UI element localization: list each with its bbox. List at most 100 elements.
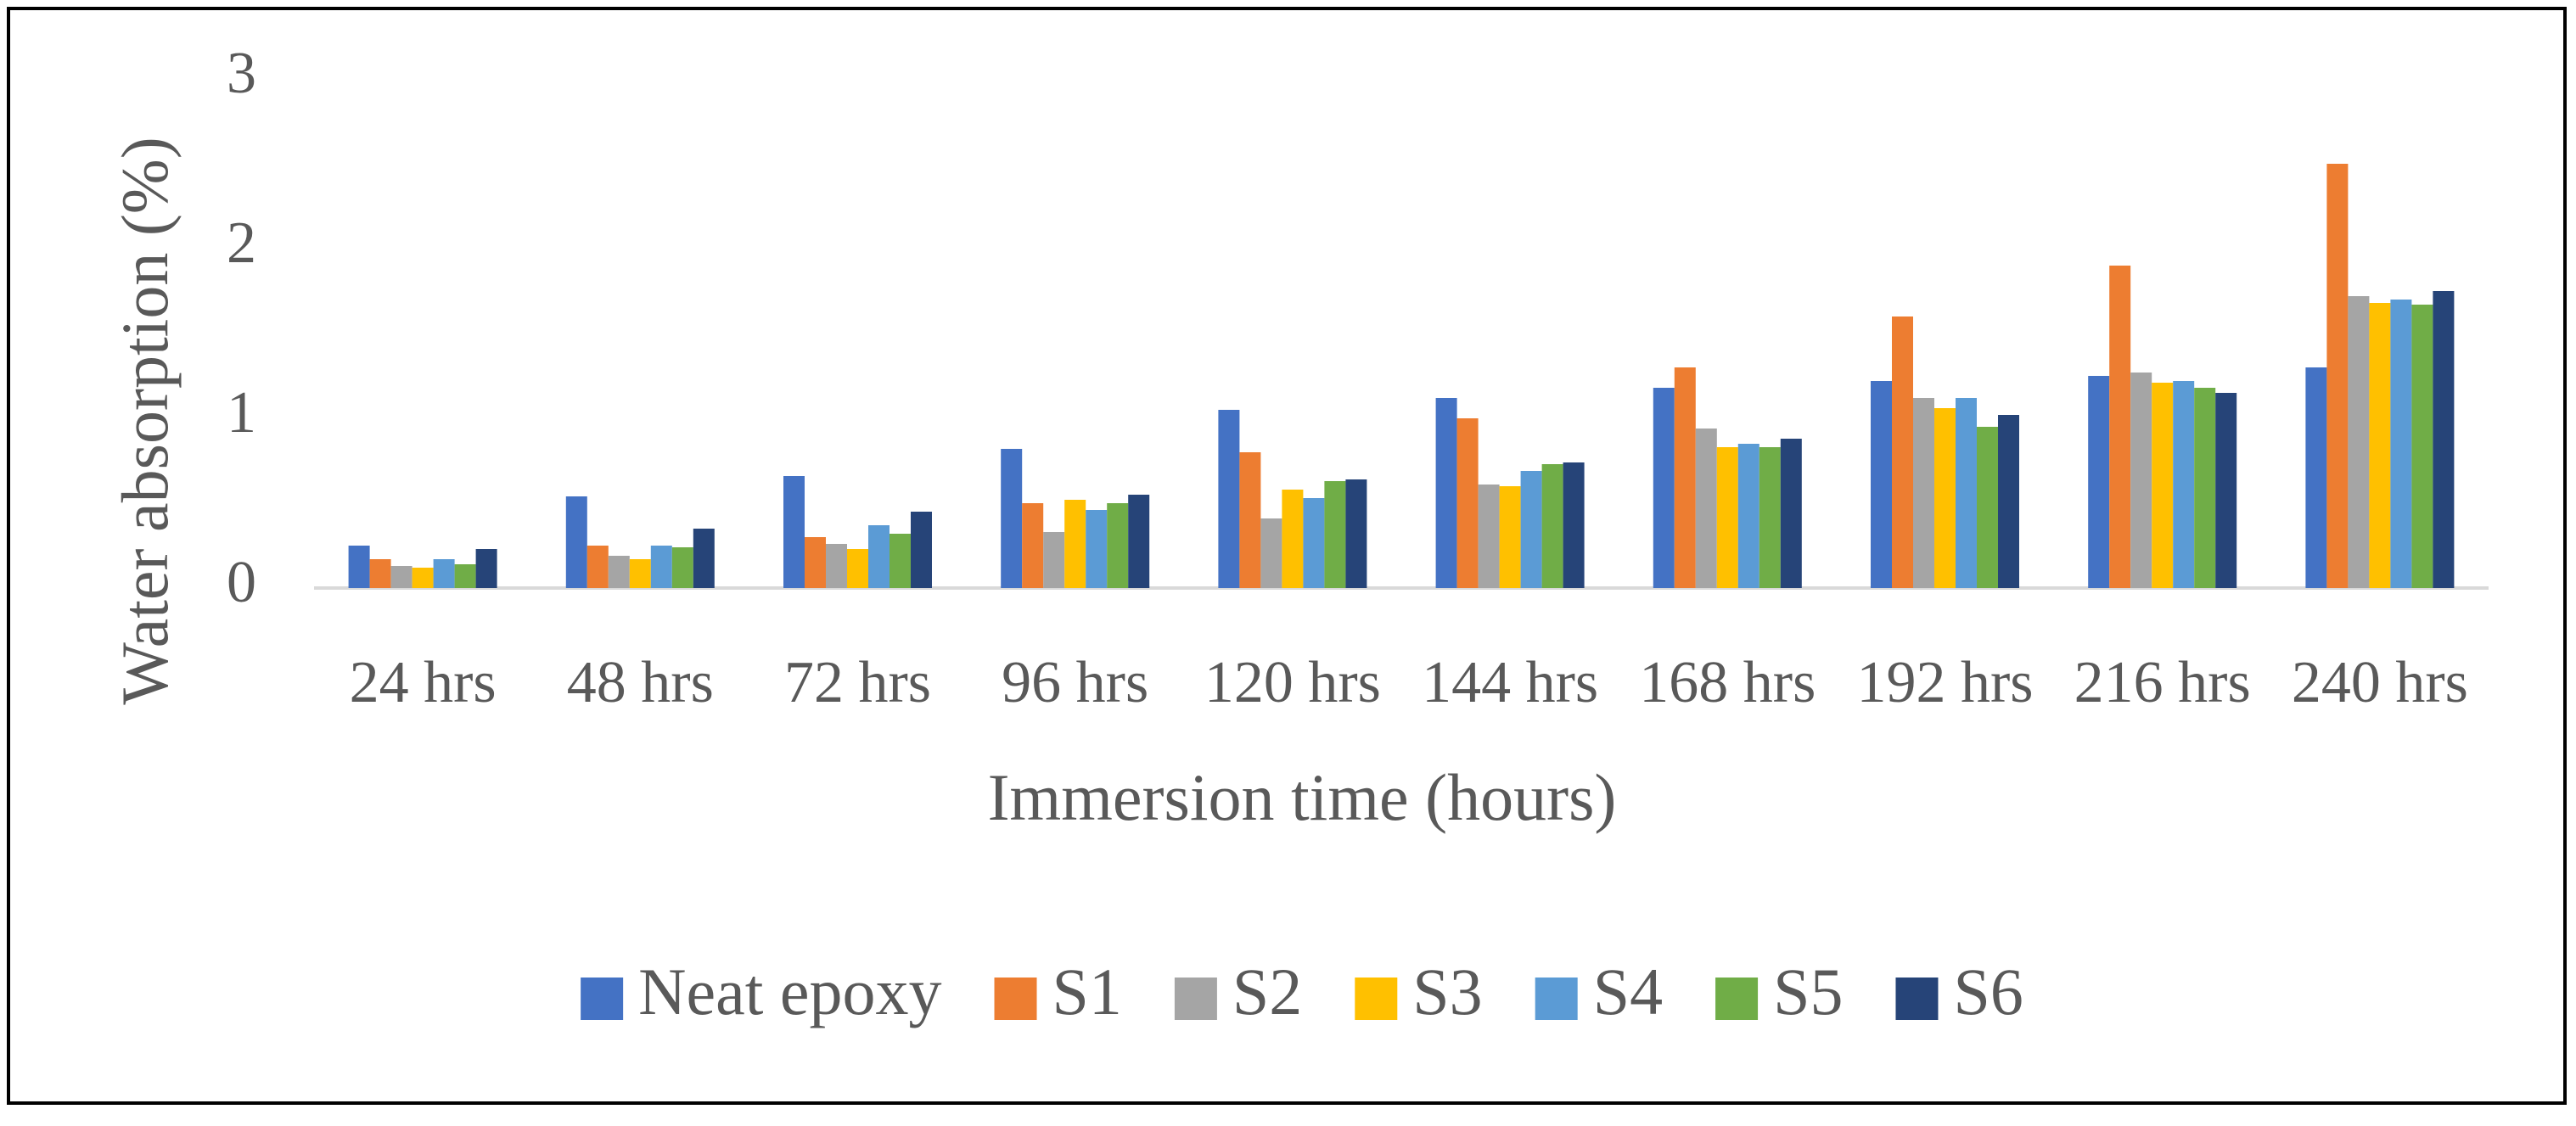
bar xyxy=(629,559,651,588)
bar xyxy=(1716,447,1738,588)
bar xyxy=(1759,447,1781,588)
bar xyxy=(1001,449,1023,588)
x-tick-label: 192 hrs xyxy=(1856,650,2033,715)
legend-swatch xyxy=(1174,978,1217,1020)
bar xyxy=(1934,408,1956,588)
bar xyxy=(911,512,932,588)
bar xyxy=(1499,486,1521,588)
bar xyxy=(693,529,715,588)
x-tick-label: 48 hrs xyxy=(567,650,714,715)
legend-label: S4 xyxy=(1593,955,1663,1028)
bar xyxy=(1043,532,1065,588)
bar xyxy=(390,566,412,588)
x-tick-label: 216 hrs xyxy=(2074,650,2251,715)
y-tick-label: 2 xyxy=(227,210,256,276)
bar xyxy=(2348,296,2370,588)
legend-swatch xyxy=(1715,978,1759,1020)
bar xyxy=(2433,291,2455,588)
bar xyxy=(1977,427,1998,588)
bar xyxy=(1128,495,1150,588)
bar xyxy=(1456,418,1479,588)
bar xyxy=(1892,317,1913,588)
bar xyxy=(1541,464,1563,588)
bar xyxy=(1324,481,1346,588)
bar xyxy=(2390,300,2412,588)
bar xyxy=(2326,164,2349,588)
x-tick-label: 168 hrs xyxy=(1639,650,1816,715)
bar xyxy=(2130,373,2152,588)
bar xyxy=(847,549,868,588)
bar xyxy=(783,476,805,588)
bar xyxy=(608,556,630,588)
bar xyxy=(565,496,587,588)
bar xyxy=(1478,485,1500,588)
bar xyxy=(1998,415,2019,588)
bar xyxy=(2173,381,2195,588)
bar xyxy=(348,546,370,588)
bar xyxy=(868,525,890,588)
bar xyxy=(1064,500,1086,588)
x-tick-label: 24 hrs xyxy=(350,650,497,715)
legend-label: S1 xyxy=(1052,955,1122,1028)
bar xyxy=(2194,388,2216,588)
bar xyxy=(1563,462,1585,588)
bar xyxy=(890,534,911,588)
bar xyxy=(805,537,826,588)
y-tick-label: 3 xyxy=(227,41,256,106)
y-tick-label: 1 xyxy=(227,380,256,445)
bar xyxy=(1780,439,1802,588)
legend-label: S3 xyxy=(1412,955,1482,1028)
bar xyxy=(826,544,847,588)
bar xyxy=(412,568,434,588)
legend-label: S2 xyxy=(1232,955,1302,1028)
bar xyxy=(475,549,497,588)
bar xyxy=(586,546,609,588)
bar xyxy=(1871,381,1892,588)
x-tick-label: 72 hrs xyxy=(784,650,931,715)
bar xyxy=(1260,518,1282,588)
bar xyxy=(1239,452,1261,588)
legend-swatch xyxy=(1355,978,1398,1020)
legend-label: S5 xyxy=(1773,955,1843,1028)
legend-swatch xyxy=(1895,978,1939,1020)
x-tick-label: 144 hrs xyxy=(1422,650,1598,715)
x-tick-label: 240 hrs xyxy=(2292,650,2468,715)
bar xyxy=(1695,429,1717,588)
bar xyxy=(1435,398,1457,588)
bar xyxy=(650,546,672,588)
bar xyxy=(1520,471,1542,588)
bar xyxy=(1737,444,1759,588)
bar xyxy=(433,559,455,588)
bar xyxy=(671,547,693,588)
legend-swatch xyxy=(994,978,1037,1020)
x-tick-label: 96 hrs xyxy=(1002,650,1148,715)
bar xyxy=(2088,376,2110,588)
bar xyxy=(2152,383,2174,588)
bar xyxy=(2305,367,2327,588)
bar xyxy=(1022,503,1044,588)
bar xyxy=(1345,479,1367,588)
legend-swatch xyxy=(581,978,624,1020)
bar xyxy=(1107,503,1129,588)
bar xyxy=(1674,367,1696,588)
legend-label: Neat epoxy xyxy=(638,955,941,1028)
x-tick-label: 120 hrs xyxy=(1204,650,1381,715)
bar xyxy=(1653,388,1675,588)
legend-swatch xyxy=(1535,978,1578,1020)
bar xyxy=(1913,398,1934,588)
x-axis-title: Immersion time (hours) xyxy=(988,760,1617,834)
bar xyxy=(1086,510,1108,588)
y-tick-label: 0 xyxy=(227,550,256,615)
bar xyxy=(2215,393,2237,588)
bar xyxy=(369,559,391,588)
bar xyxy=(1218,410,1240,588)
bar xyxy=(454,564,476,588)
bar xyxy=(1282,490,1304,588)
bar xyxy=(1956,398,1977,588)
bar xyxy=(2109,266,2131,588)
bar xyxy=(2369,303,2391,588)
bar xyxy=(1303,498,1325,588)
legend-label: S6 xyxy=(1953,955,2023,1028)
y-axis-title: Water absorption (%) xyxy=(108,137,182,704)
